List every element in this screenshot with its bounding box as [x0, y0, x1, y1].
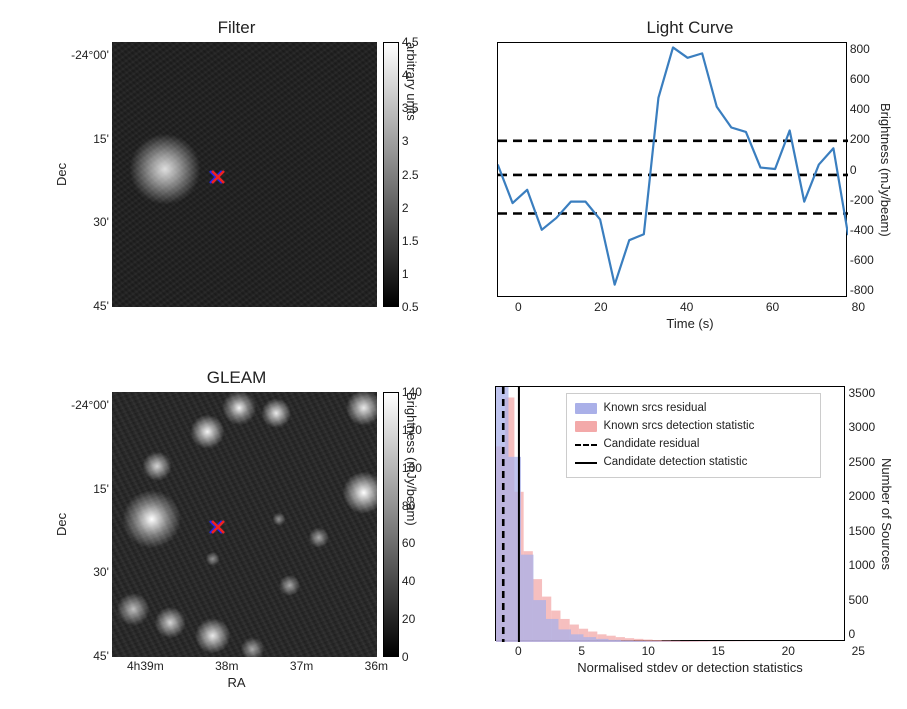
gleam-candidate-marker — [209, 520, 223, 534]
gleam-dec-ticks: -24°00' 15' 30' 45' — [71, 392, 112, 657]
filter-image[interactable] — [112, 42, 377, 307]
legend-label-candidate-detection: Candidate detection statistic — [603, 454, 747, 471]
light-curve-plot[interactable] — [497, 42, 847, 297]
gleam-ra-ticks: 4h39m 38m 37m 36m — [125, 659, 390, 673]
gleam-colorbar[interactable] — [383, 392, 399, 657]
light-curve-ylabel: Brightness (mJy/beam) — [878, 103, 893, 237]
hist-xticks: 0 5 10 15 20 25 — [515, 644, 865, 658]
legend-line-candidate-residual — [575, 444, 597, 446]
filter-dec-ticks: -24°00' 15' 30' 45' — [71, 42, 112, 307]
legend-swatch-detection — [575, 421, 597, 432]
legend-label-residual: Known srcs residual — [603, 400, 706, 417]
filter-colorbar[interactable] — [383, 42, 399, 307]
gleam-image[interactable] — [112, 392, 377, 657]
legend-line-candidate-detection — [575, 462, 597, 464]
filter-ylabel: Dec — [54, 42, 69, 307]
hist-yticks-right: 3500 3000 2500 2000 1500 1000 500 0 — [848, 386, 875, 641]
quad-panel-figure: Filter Dec -24°00' 15' 30' 45' — [10, 10, 907, 709]
histogram-plot[interactable]: Known srcs residual Known srcs detection… — [495, 386, 845, 641]
filter-panel: Filter Dec -24°00' 15' 30' 45' — [10, 10, 463, 360]
legend-label-candidate-residual: Candidate residual — [603, 436, 699, 453]
histogram-legend[interactable]: Known srcs residual Known srcs detection… — [566, 393, 821, 478]
light-curve-title: Light Curve — [647, 18, 734, 38]
legend-label-detection: Known srcs detection statistic — [603, 418, 754, 435]
light-curve-panel: Light Curve 0 800 600 400 200 0 -200 -40… — [463, 10, 907, 360]
lightcurve-yticks-right: 800 600 400 200 0 -200 -400 -600 -800 — [850, 42, 874, 297]
histogram-xlabel: Normalised stdev or detection statistics — [577, 660, 802, 675]
filter-candidate-marker — [209, 170, 223, 184]
filter-title: Filter — [218, 18, 256, 38]
legend-swatch-residual — [575, 403, 597, 414]
light-curve-xlabel: Time (s) — [666, 316, 713, 331]
gleam-title: GLEAM — [207, 368, 267, 388]
lightcurve-xticks: 0 20 40 60 80 — [515, 300, 865, 314]
gleam-ylabel: Dec — [54, 392, 69, 657]
gleam-panel: GLEAM Dec -24°00' 15' 30' 45' — [10, 360, 463, 709]
gleam-xlabel: RA — [227, 675, 245, 690]
histogram-panel: 0 Known srcs residual Known srcs detecti… — [463, 360, 907, 709]
histogram-ylabel: Number of Sources — [879, 458, 894, 570]
